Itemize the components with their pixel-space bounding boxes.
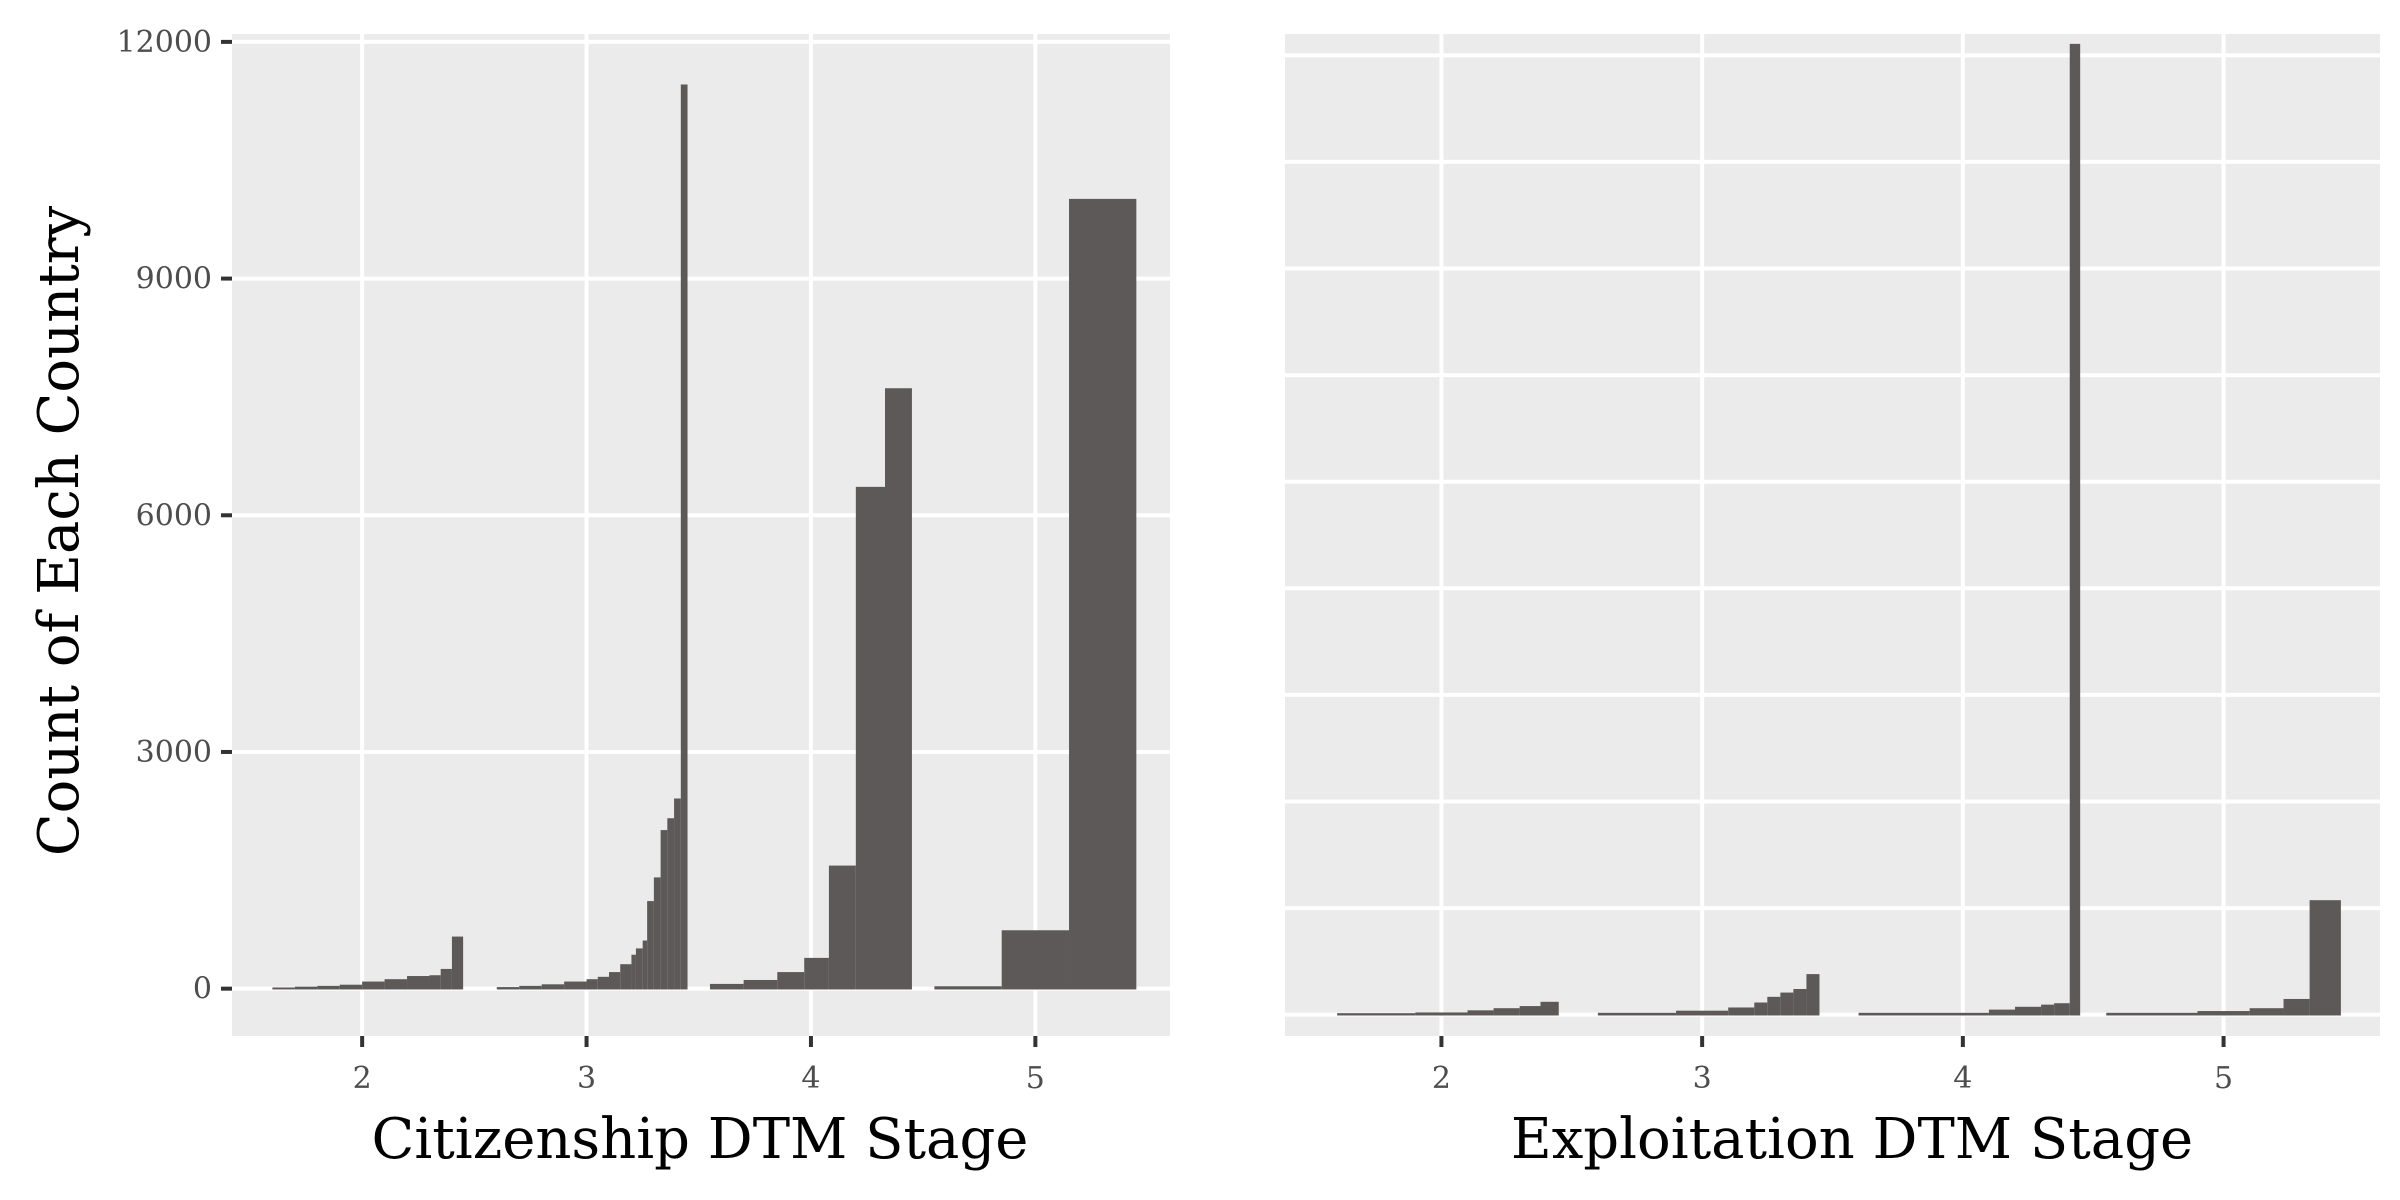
y-axis-title: Count of Each Country <box>27 205 92 856</box>
histogram-bar <box>1728 1007 1755 1016</box>
histogram-bar <box>1676 1010 1729 1016</box>
histogram-bar <box>2249 1008 2284 1016</box>
y-tick-label: 9000 <box>136 262 212 297</box>
histogram-bar <box>1519 1006 1541 1016</box>
histogram-bar <box>709 983 744 990</box>
histogram-bar <box>620 964 632 990</box>
histogram-bar <box>647 901 654 990</box>
histogram-bar <box>362 981 385 990</box>
histogram-bar <box>1337 1013 1416 1016</box>
histogram-bar <box>653 877 661 990</box>
histogram-bar <box>680 84 688 990</box>
histogram-bar <box>564 981 587 990</box>
histogram-bar <box>2106 1012 2198 1016</box>
histogram-bar <box>384 979 408 990</box>
histogram-bar <box>1988 1009 2015 1016</box>
histogram-bar <box>631 954 636 990</box>
histogram-bar <box>440 968 452 990</box>
histogram-bar <box>1793 989 1807 1016</box>
x-tick-label: 2 <box>353 1061 372 1096</box>
x-tick-label: 4 <box>1953 1061 1972 1096</box>
panel-background <box>232 34 1170 1036</box>
histogram-bar <box>777 972 805 990</box>
histogram-bar <box>828 865 856 990</box>
histogram-bar <box>2197 1011 2250 1016</box>
y-tick-label: 3000 <box>136 735 212 770</box>
histogram-bar <box>642 940 648 990</box>
exploitation-x-axis-title: Exploitation DTM Stage <box>1511 1107 2193 1172</box>
citizenship-panel: 2 3 4 5 0 3000 6000 9000 12000 <box>117 25 1170 1096</box>
histogram-bar <box>272 987 295 990</box>
histogram-bar <box>608 972 621 990</box>
histogram-bar <box>2054 1003 2070 1016</box>
y-tick-label: 0 <box>193 972 212 1007</box>
histogram-bar <box>451 936 464 990</box>
histogram-bar <box>667 818 675 990</box>
histogram-bar <box>885 388 912 990</box>
histogram-bar <box>2309 900 2341 1016</box>
x-tick-label: 2 <box>1432 1061 1451 1096</box>
histogram-bar <box>1780 992 1794 1016</box>
y-tick-label: 12000 <box>117 25 212 60</box>
histogram-bar <box>519 985 542 990</box>
x-tick-label: 3 <box>1693 1061 1712 1096</box>
histogram-bar <box>496 987 520 990</box>
exploitation-panel: 2 3 4 5 <box>1285 34 2380 1096</box>
histogram-bar <box>294 986 318 990</box>
histogram-bar <box>1858 1012 1989 1016</box>
x-tick-label: 3 <box>577 1061 596 1096</box>
histogram-bar <box>804 957 829 990</box>
x-tick-label: 5 <box>2214 1061 2233 1096</box>
histogram-bar <box>597 976 609 990</box>
histogram-bar <box>934 986 1002 990</box>
histogram-bar <box>743 979 778 990</box>
histogram-bar <box>339 984 363 990</box>
histogram-bar <box>1597 1012 1677 1016</box>
histogram-bar <box>2069 43 2081 1016</box>
x-tick-label: 4 <box>801 1061 820 1096</box>
panel-background <box>1285 34 2380 1036</box>
histogram-bar <box>635 948 643 990</box>
histogram-bar <box>674 798 681 990</box>
histogram-bar <box>586 979 598 990</box>
histogram-bar <box>1415 1012 1468 1016</box>
x-tick-label: 5 <box>1026 1061 1045 1096</box>
histogram-bar <box>1806 974 1820 1016</box>
histogram-bar <box>2283 998 2310 1016</box>
histogram-bar <box>1467 1010 1494 1016</box>
histogram-bar <box>1069 198 1137 990</box>
histogram-bar <box>660 830 668 990</box>
histogram-bar <box>541 984 565 990</box>
histogram-bar <box>1754 1002 1768 1016</box>
histogram-bar <box>1540 1001 1559 1016</box>
citizenship-x-axis-title: Citizenship DTM Stage <box>372 1107 1029 1172</box>
histogram-bar <box>407 976 430 990</box>
histogram-bar <box>2041 1004 2055 1016</box>
histogram-bar <box>855 486 886 990</box>
y-tick-label: 6000 <box>136 498 212 533</box>
histogram-bar <box>1493 1008 1520 1016</box>
histogram-bar <box>2015 1006 2042 1016</box>
histogram-bar <box>1001 930 1070 990</box>
histogram-bar <box>429 975 441 990</box>
histogram-bar <box>1767 996 1781 1016</box>
histogram-bar <box>317 985 340 990</box>
